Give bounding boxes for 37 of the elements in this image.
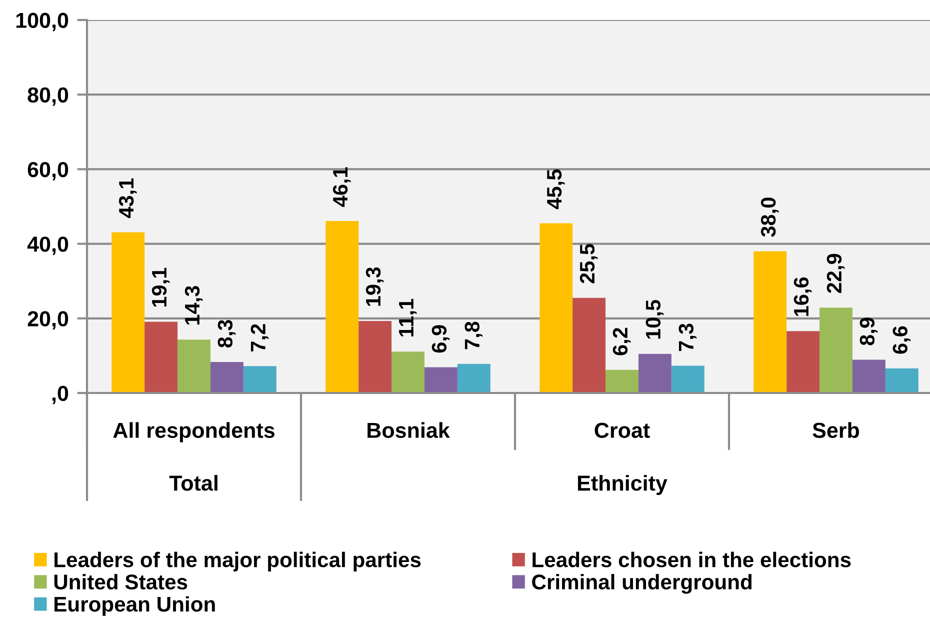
- x-tick-label: Serb: [812, 422, 860, 438]
- data-label: 6,6: [892, 326, 911, 354]
- y-tick-label: 60,0: [28, 162, 68, 180]
- data-label: 14,3: [184, 286, 203, 324]
- data-label: 19,3: [366, 267, 384, 306]
- legend-label: Leaders chosen in the elections: [532, 552, 851, 568]
- x-tick-label: All respondents: [113, 422, 274, 442]
- y-tick-label: 40,0: [27, 236, 68, 255]
- legend-label: Criminal underground: [532, 574, 752, 594]
- data-label: 19,1: [152, 268, 170, 307]
- text: Ethnicity: [578, 474, 668, 496]
- legend-label: United States: [54, 574, 188, 590]
- data-label: 22,9: [826, 254, 845, 293]
- data-label: 11,1: [399, 298, 417, 336]
- data-label: 46,1: [332, 167, 351, 207]
- data-label: 10,5: [646, 300, 664, 339]
- data-label: 25,5: [580, 244, 598, 284]
- data-label: 6,2: [612, 328, 631, 356]
- data-label: 8,3: [218, 320, 236, 348]
- y-tick-label: ,0: [52, 386, 68, 404]
- y-tick-label: 20,0: [28, 311, 68, 330]
- y-tick-label: 80,0: [28, 87, 68, 106]
- data-label: 8,9: [860, 318, 878, 346]
- data-label: 7,2: [250, 324, 269, 352]
- data-label: 43,1: [118, 178, 137, 218]
- data-label: 7,3: [678, 324, 697, 351]
- data-label: 38,0: [760, 198, 779, 237]
- x-tick-label: Bosniak: [368, 422, 450, 438]
- data-label: 7,8: [464, 322, 483, 350]
- text: Total: [169, 474, 218, 491]
- data-label: 45,5: [547, 169, 565, 210]
- legend-label: European Union: [54, 596, 215, 616]
- y-tick-label: 100,0: [16, 12, 68, 32]
- x-tick-label: Croat: [594, 422, 650, 438]
- data-label: 16,6: [794, 277, 812, 316]
- legend-label: Leaders of the major political parties: [54, 552, 421, 572]
- data-label: 6,9: [432, 325, 450, 353]
